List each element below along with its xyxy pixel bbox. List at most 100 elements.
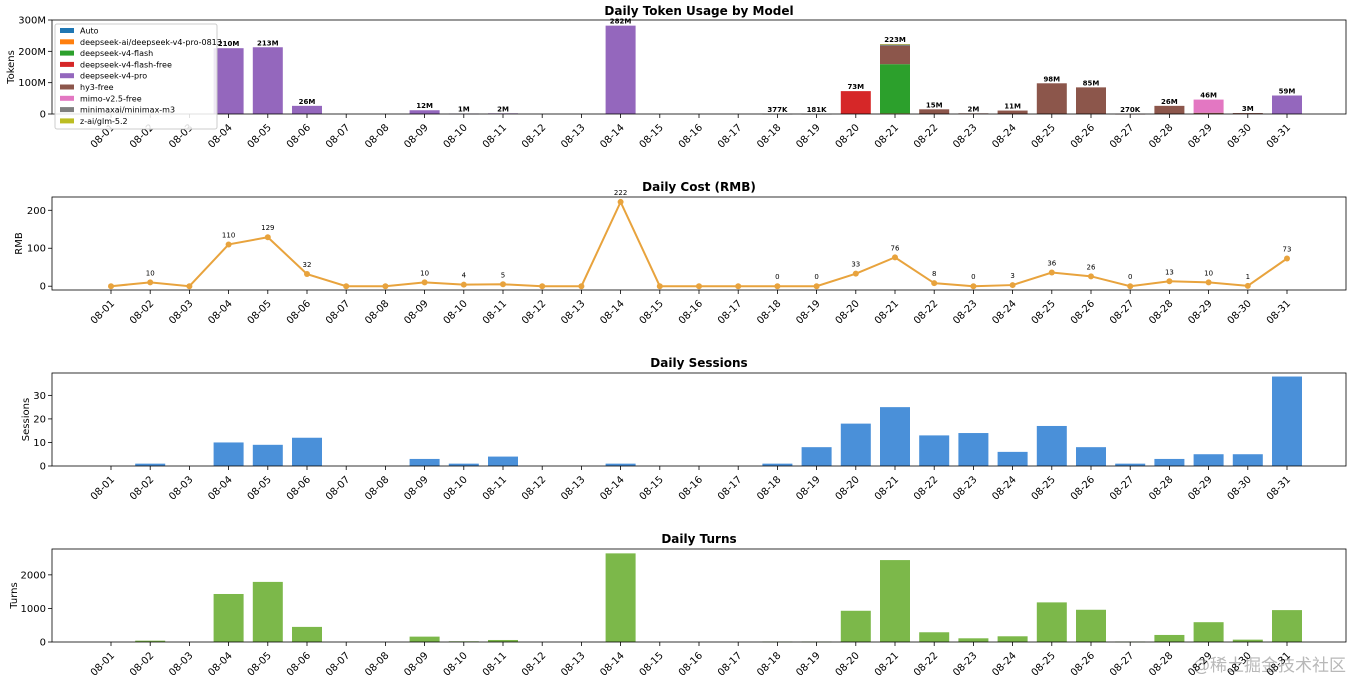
data-point bbox=[1009, 282, 1016, 289]
x-tick-label: 08-01 bbox=[89, 474, 117, 502]
x-tick-label: 08-24 bbox=[990, 298, 1018, 326]
x-tick-label: 08-10 bbox=[442, 122, 470, 150]
data-label: 8 bbox=[932, 270, 936, 278]
legend-swatch bbox=[60, 107, 74, 113]
bar bbox=[409, 458, 440, 466]
bar-segment bbox=[1036, 83, 1067, 114]
bar bbox=[1076, 609, 1106, 642]
x-tick-label: 08-22 bbox=[912, 474, 940, 502]
x-tick-label: 08-29 bbox=[1186, 298, 1214, 326]
x-tick-label: 08-17 bbox=[716, 298, 744, 326]
x-tick-label: 08-25 bbox=[1030, 474, 1058, 502]
x-tick-label: 08-22 bbox=[912, 650, 940, 678]
x-tick-label: 08-05 bbox=[246, 122, 274, 150]
data-point bbox=[813, 283, 820, 290]
x-tick-label: 08-30 bbox=[1226, 122, 1254, 150]
x-tick-label: 08-16 bbox=[677, 650, 705, 678]
y-tick-label: 0 bbox=[40, 282, 46, 293]
bar bbox=[840, 610, 871, 642]
x-tick-label: 08-05 bbox=[246, 474, 274, 502]
data-point bbox=[304, 271, 310, 278]
x-tick-label: 08-16 bbox=[677, 474, 705, 502]
x-tick-label: 08-18 bbox=[755, 650, 783, 678]
bar bbox=[1115, 463, 1146, 466]
data-point bbox=[1048, 269, 1055, 276]
data-label: 26M bbox=[299, 98, 316, 106]
legend-swatch bbox=[60, 95, 74, 101]
bar bbox=[801, 447, 832, 466]
data-point bbox=[343, 283, 350, 290]
x-tick-label: 08-04 bbox=[206, 298, 234, 326]
x-tick-label: 08-07 bbox=[324, 474, 352, 502]
x-tick-label: 08-18 bbox=[755, 474, 783, 502]
x-tick-label: 08-05 bbox=[246, 650, 274, 678]
data-label: 73 bbox=[1283, 245, 1292, 253]
bar bbox=[880, 560, 910, 642]
data-point bbox=[970, 283, 977, 290]
legend-swatch bbox=[60, 39, 74, 45]
x-tick-label: 08-06 bbox=[285, 122, 313, 150]
data-point bbox=[1244, 282, 1251, 289]
x-tick-label: 08-20 bbox=[834, 474, 862, 502]
data-label: 33 bbox=[851, 261, 860, 269]
bar bbox=[1193, 454, 1224, 466]
data-label: 98M bbox=[1043, 75, 1060, 83]
y-tick-label: 300M bbox=[18, 16, 46, 27]
x-tick-label: 08-13 bbox=[559, 650, 587, 678]
bar bbox=[605, 463, 636, 466]
bar bbox=[1154, 458, 1185, 466]
x-tick-label: 08-04 bbox=[206, 650, 234, 678]
data-point bbox=[1088, 273, 1094, 280]
legend-entry: deepseek-v4-flash bbox=[80, 49, 153, 58]
panel-2: Daily Sessions Sessions 0 10 20 30 08-01 08-02 0… bbox=[21, 356, 1347, 503]
x-tick-label: 08-30 bbox=[1226, 298, 1254, 326]
bar bbox=[1272, 376, 1302, 466]
x-tick-label: 08-26 bbox=[1069, 474, 1097, 502]
data-label: 377K bbox=[767, 106, 788, 114]
x-tick-label: 08-16 bbox=[677, 298, 705, 326]
x-tick-label: 08-07 bbox=[324, 122, 352, 150]
x-tick-label: 08-06 bbox=[285, 474, 313, 502]
x-tick-label: 08-26 bbox=[1069, 122, 1097, 150]
data-point bbox=[421, 279, 428, 286]
data-point bbox=[617, 198, 624, 205]
x-tick-label: 08-12 bbox=[520, 298, 548, 326]
x-tick-label: 08-17 bbox=[716, 122, 744, 150]
x-tick-label: 08-28 bbox=[1147, 298, 1175, 326]
x-tick-label: 08-11 bbox=[481, 298, 509, 326]
data-point bbox=[264, 234, 271, 241]
plot-frame bbox=[51, 19, 1347, 115]
legend-entry: minimaxai/minimax-m3 bbox=[80, 106, 175, 115]
x-tick-label: 08-19 bbox=[794, 474, 822, 502]
bar bbox=[958, 638, 989, 642]
y-tick-label: 0 bbox=[40, 462, 46, 473]
bar bbox=[1076, 447, 1106, 466]
data-label: 46M bbox=[1200, 92, 1217, 100]
watermark: @稀土掘金技术社区 bbox=[1193, 656, 1346, 676]
y-axis-label: Turns bbox=[9, 582, 20, 609]
y-tick-label: 0 bbox=[40, 638, 46, 649]
data-label: 210M bbox=[218, 40, 240, 48]
data-label: 270K bbox=[1120, 106, 1141, 114]
bar bbox=[1193, 622, 1224, 642]
data-point bbox=[774, 283, 781, 290]
bar bbox=[213, 442, 244, 466]
bar-segment bbox=[292, 105, 322, 114]
x-tick-label: 08-15 bbox=[638, 474, 666, 502]
x-tick-label: 08-18 bbox=[755, 122, 783, 150]
data-label: 129 bbox=[261, 224, 274, 232]
bar bbox=[1036, 425, 1067, 466]
x-tick-label: 08-05 bbox=[246, 298, 274, 326]
data-label: 3 bbox=[1010, 272, 1014, 280]
y-tick-label: 100M bbox=[18, 78, 46, 89]
legend-swatch bbox=[60, 118, 74, 124]
x-tick-label: 08-25 bbox=[1030, 298, 1058, 326]
data-label: 4 bbox=[462, 272, 467, 280]
x-tick-label: 08-21 bbox=[873, 474, 901, 502]
bar bbox=[762, 463, 793, 466]
data-point bbox=[656, 283, 663, 290]
x-tick-label: 08-28 bbox=[1147, 122, 1175, 150]
x-tick-label: 08-02 bbox=[128, 650, 156, 678]
legend-entry: deepseek-ai/deepseek-v4-pro-0813 bbox=[80, 38, 222, 47]
x-tick-label: 08-09 bbox=[402, 298, 430, 326]
